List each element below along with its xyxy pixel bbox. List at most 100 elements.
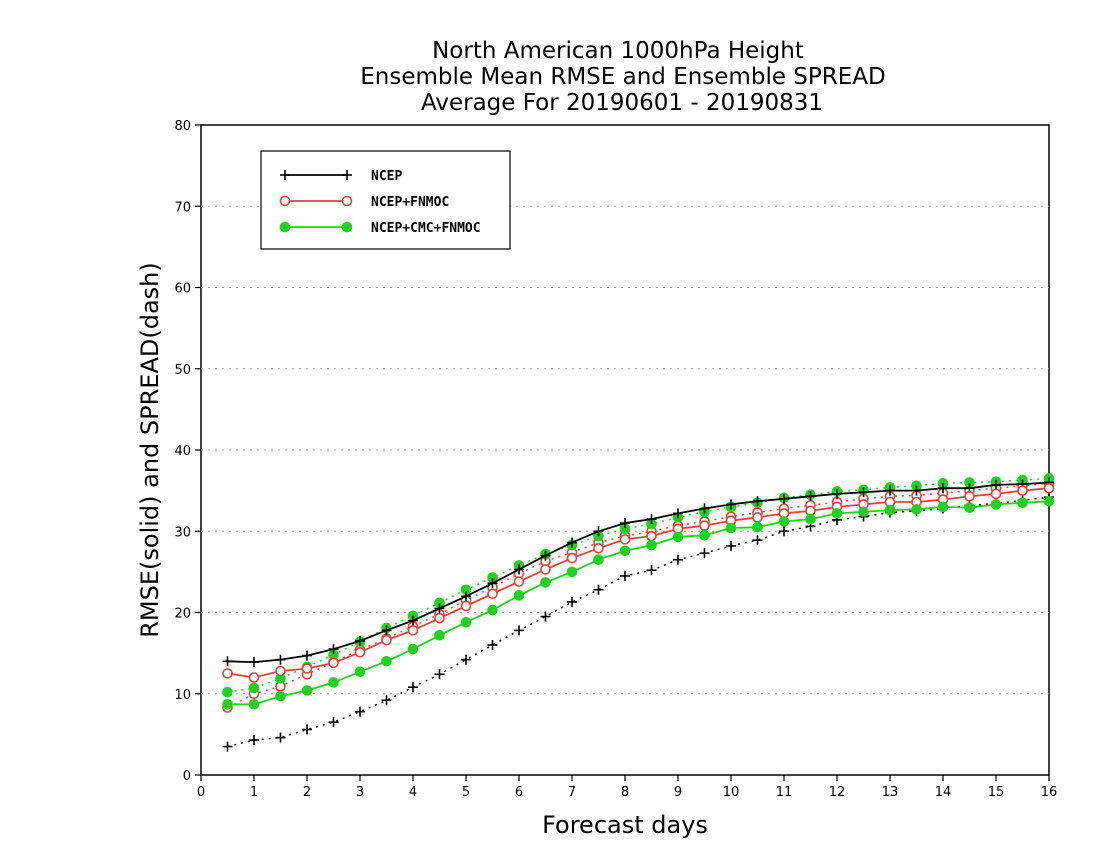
spread-point-ncep-cmc-fnmoc-1 [248,682,260,694]
spread-point-ncep-0 [222,741,233,752]
rmse-point-ncep-fnmoc-11 [513,576,525,587]
rmse-point-ncep-fnmoc-2 [275,665,286,677]
rmse-point-ncep-fnmoc-15 [619,534,631,545]
y-tick-label-30: 30 [174,525,191,540]
rmse-point-ncep-fnmoc-7 [407,625,419,636]
rmse-point-ncep-fnmoc-16 [646,530,657,542]
rmse-point-ncep-0 [222,656,233,667]
rmse-point-ncep-3 [302,650,312,661]
legend-markers [279,170,353,233]
rmse-point-ncep-4 [328,644,339,655]
legend-marker-end-ncep [342,170,352,180]
rmse-point-ncep-7 [408,615,418,626]
rmse-point-ncep-2 [275,654,286,665]
spread-point-ncep-9 [461,654,471,665]
rmse-point-ncep-cmc-fnmoc-15 [619,545,631,557]
spread-point-ncep-7 [408,682,418,693]
rmse-point-ncep-cmc-fnmoc-11 [513,590,525,601]
rmse-point-ncep-fnmoc-8 [434,612,445,624]
rmse-point-ncep-cmc-fnmoc-2 [275,690,286,702]
rmse-point-ncep-24 [858,487,869,498]
rmse-point-ncep-cmc-fnmoc-22 [805,513,816,525]
rmse-point-ncep-fnmoc-30 [1017,485,1028,496]
rmse-point-ncep-fnmoc-31 [1043,482,1055,494]
rmse-point-ncep-cmc-fnmoc-9 [460,616,472,628]
rmse-point-ncep-cmc-fnmoc-18 [699,530,710,541]
rmse-point-ncep-26 [911,485,922,496]
rmse-point-ncep-cmc-fnmoc-13 [566,566,578,578]
x-tick-label-0: 0 [197,785,205,800]
legend: NCEP NCEP+FNMOC NCEP+CMC+FNMOC [260,150,511,250]
spread-point-ncep-21 [779,526,789,537]
y-tick-label-70: 70 [174,200,191,215]
spread-point-ncep-19 [726,540,736,551]
rmse-line-ncep-fnmoc [227,487,1050,679]
x-tick-label-13: 13 [882,785,899,800]
x-tick-label-4: 4 [409,785,417,800]
rmse-point-ncep-16 [646,514,657,525]
rmse-point-ncep-5 [355,635,365,646]
rmse-point-ncep-cmc-fnmoc-14 [593,554,604,565]
grid-lines [201,205,1049,695]
spread-point-ncep-10 [487,640,498,650]
rmse-point-ncep-cmc-fnmoc-24 [858,506,869,518]
rmse-point-ncep-fnmoc-5 [354,647,366,658]
rmse-point-ncep-17 [673,508,683,519]
spread-line-ncep-cmc-fnmoc [227,477,1050,693]
spread-point-ncep-4 [328,717,339,728]
rmse-point-ncep-22 [805,491,816,502]
spread-point-ncep-12 [540,611,551,622]
rmse-point-ncep-fnmoc-0 [222,668,233,679]
legend-marker-start-ncep-fnmoc [279,195,291,207]
y-tick-label-40: 40 [174,444,191,459]
rmse-point-ncep-fnmoc-28 [964,491,975,502]
legend-marker-end-ncep-cmc-fnmoc [341,221,353,233]
rmse-point-ncep-cmc-fnmoc-7 [407,643,419,655]
spread-point-ncep-14 [593,584,604,595]
rmse-point-ncep-cmc-fnmoc-20 [752,521,763,533]
rmse-point-ncep-fnmoc-29 [990,488,1002,500]
spread-point-ncep-2 [275,732,286,743]
rmse-point-ncep-cmc-fnmoc-30 [1017,497,1028,509]
rmse-series [222,477,1055,710]
x-tick-label-16: 16 [1041,785,1058,800]
rmse-point-ncep-fnmoc-10 [487,588,498,600]
rmse-point-ncep-cmc-fnmoc-31 [1043,495,1055,507]
rmse-point-ncep-fnmoc-20 [752,512,763,523]
spread-point-ncep-3 [302,724,312,735]
rmse-point-ncep-11 [514,564,524,575]
rmse-point-ncep-fnmoc-1 [248,672,260,683]
x-axis-label: Forecast days [542,811,708,839]
rmse-point-ncep-fnmoc-6 [381,634,392,646]
spread-point-ncep-18 [699,548,710,559]
spread-line-ncep [227,496,1050,748]
rmse-point-ncep-cmc-fnmoc-21 [778,516,790,527]
rmse-point-ncep-cmc-fnmoc-28 [964,502,975,513]
rmse-point-ncep-cmc-fnmoc-5 [354,666,366,678]
rmse-point-ncep-6 [381,625,392,636]
x-tick-label-8: 8 [621,785,629,800]
x-tick-label-15: 15 [988,785,1005,800]
title-line-1: North American 1000hPa Height [432,38,804,64]
y-tick-label-60: 60 [174,282,191,297]
title-line-2: Ensemble Mean RMSE and Ensemble SPREAD [360,64,885,90]
spread-line-ncep-fnmoc [227,482,1050,709]
rmse-point-ncep-15 [620,518,630,529]
rmse-point-ncep-1 [249,657,259,668]
legend-marker-end-ncep-fnmoc [341,195,353,207]
rmse-point-ncep-cmc-fnmoc-26 [911,504,922,515]
rmse-point-ncep-fnmoc-12 [540,564,551,575]
rmse-line-ncep [227,481,1050,664]
rmse-point-ncep-23 [832,488,842,499]
rmse-point-ncep-18 [699,503,710,514]
rmse-point-ncep-cmc-fnmoc-17 [672,531,684,543]
y-axis-label: RMSE(solid) and SPREAD(dash) [136,262,164,638]
x-tick-label-5: 5 [462,785,470,800]
rmse-point-ncep-8 [434,603,445,614]
rmse-point-ncep-cmc-fnmoc-19 [725,522,737,534]
rmse-point-ncep-cmc-fnmoc-25 [884,504,896,516]
rmse-point-ncep-cmc-fnmoc-8 [434,629,445,641]
rmse-point-ncep-cmc-fnmoc-3 [301,685,313,696]
